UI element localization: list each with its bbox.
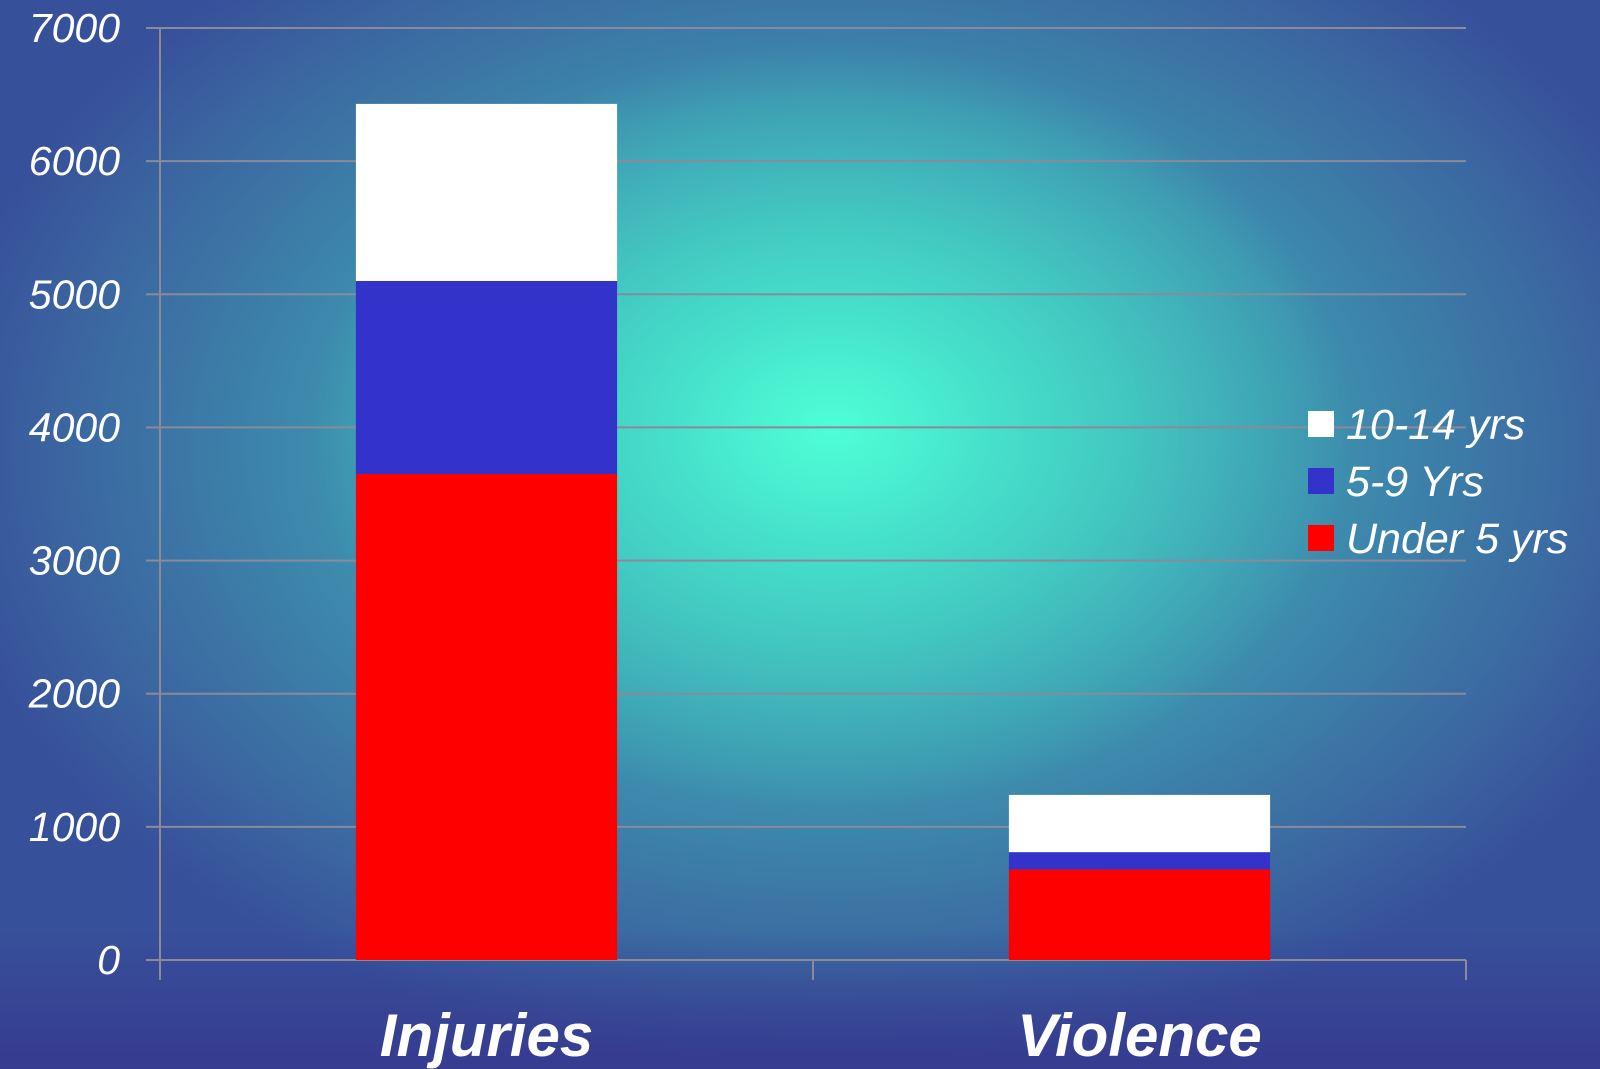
- y-tick-label: 5000: [29, 271, 120, 317]
- legend: 10-14 yrs 5-9 Yrs Under 5 yrs: [1308, 401, 1568, 563]
- bar-segment-violence-2: [1008, 794, 1271, 853]
- y-tick-label: 1000: [29, 804, 120, 850]
- y-tick-label: 7000: [29, 5, 120, 51]
- bar-segment-injuries-1: [355, 280, 618, 475]
- bar-segment-injuries-0: [355, 474, 618, 960]
- legend-label: 5-9 Yrs: [1346, 458, 1484, 506]
- bar-segment-injuries-2: [355, 103, 618, 281]
- y-tick-label: 6000: [29, 138, 120, 184]
- legend-swatch: [1308, 525, 1334, 551]
- legend-label: Under 5 yrs: [1346, 515, 1568, 563]
- y-tick-label: 2000: [28, 671, 120, 717]
- legend-swatch: [1308, 411, 1334, 437]
- chart-background-shade: [0, 929, 1600, 1069]
- x-category-label: Violence: [1017, 1002, 1262, 1069]
- y-axis-tick-labels: 0 1000 2000 3000 4000 5000 6000 7000: [28, 5, 120, 983]
- bar-segment-violence-0: [1008, 869, 1271, 960]
- y-tick-label: 0: [97, 937, 120, 983]
- bars: [355, 103, 1271, 960]
- bar-segment-violence-1: [1008, 852, 1271, 870]
- y-tick-label: 4000: [29, 404, 120, 450]
- legend-label: 10-14 yrs: [1346, 401, 1525, 449]
- legend-swatch: [1308, 468, 1334, 494]
- y-tick-label: 3000: [29, 538, 120, 584]
- x-axis-category-labels: Injuries Violence: [380, 1002, 1262, 1069]
- x-category-label: Injuries: [380, 1002, 593, 1069]
